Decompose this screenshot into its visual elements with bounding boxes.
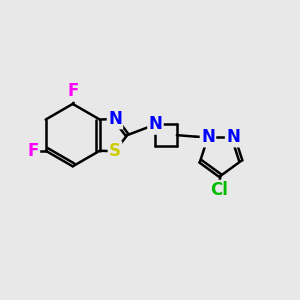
Text: N: N: [201, 128, 215, 146]
Text: N: N: [108, 110, 122, 128]
Text: N: N: [148, 116, 162, 134]
Text: Cl: Cl: [210, 181, 228, 199]
Text: S: S: [109, 142, 121, 160]
Text: F: F: [67, 82, 78, 100]
Text: F: F: [28, 142, 39, 160]
Text: N: N: [226, 128, 240, 146]
